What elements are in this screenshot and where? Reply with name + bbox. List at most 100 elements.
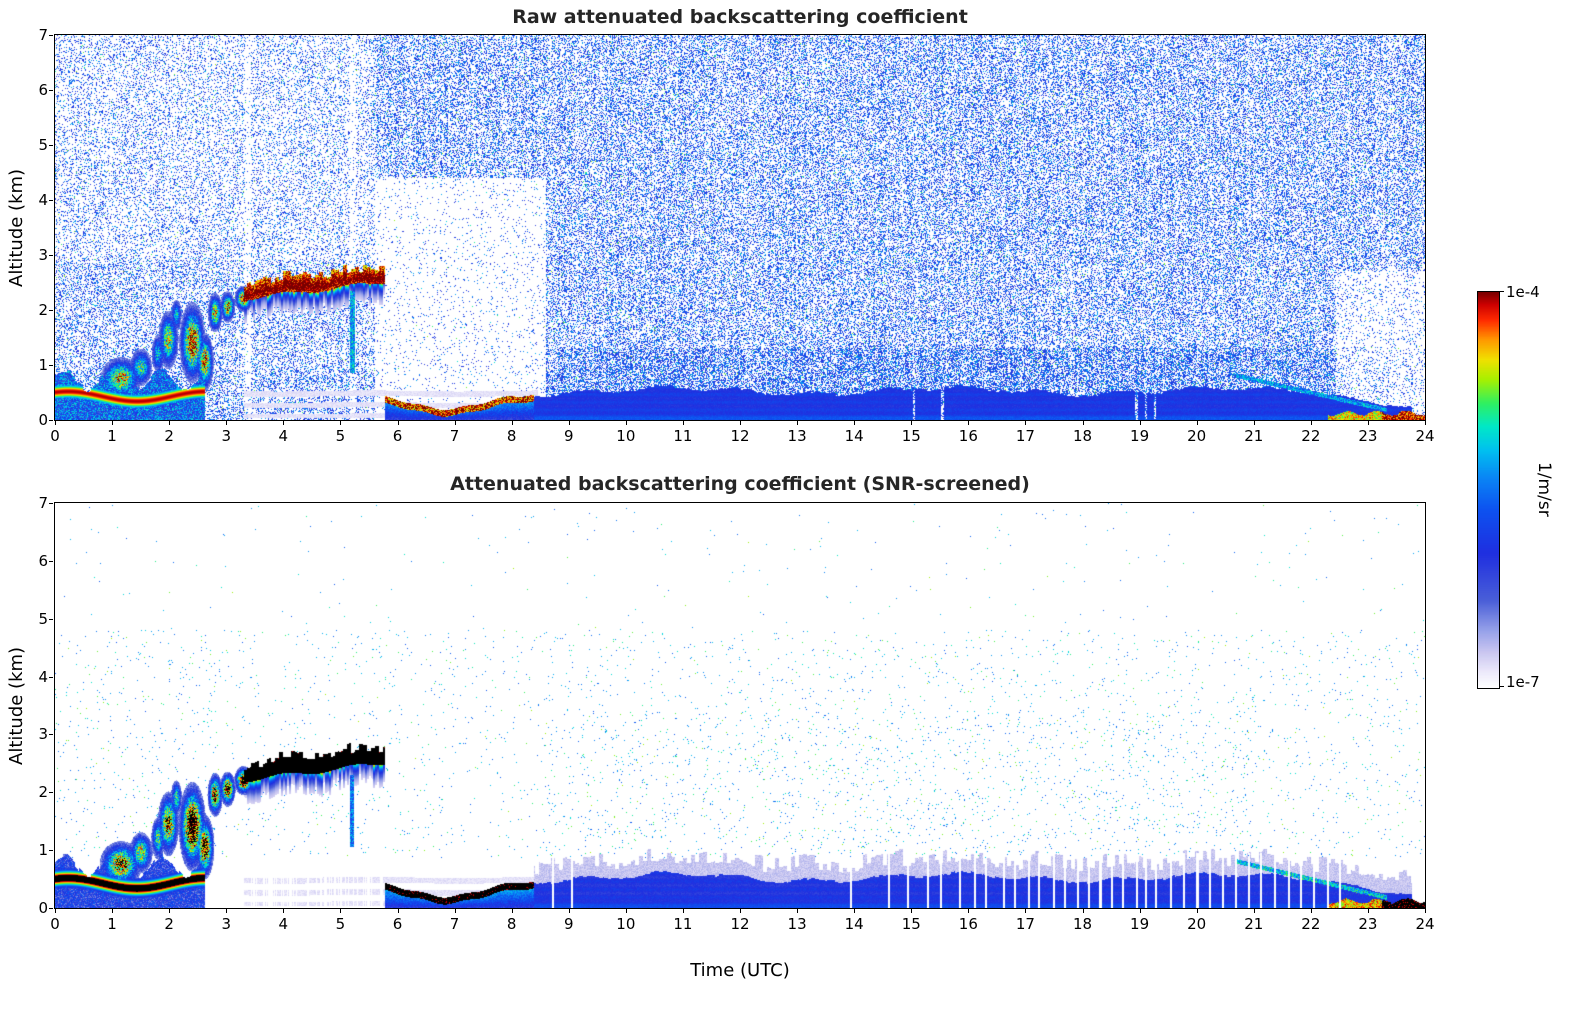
y-tick-mark <box>49 310 53 311</box>
x-tick-label: 23 <box>1358 427 1378 445</box>
y-tick-label: 2 <box>38 783 48 802</box>
x-tick-label: 11 <box>673 915 693 933</box>
x-tick-mark <box>1425 421 1426 425</box>
x-tick-mark <box>740 421 741 425</box>
x-tick-label: 18 <box>1072 427 1093 445</box>
x-tick-mark <box>112 909 113 913</box>
x-tick-label: 15 <box>901 427 921 445</box>
y-tick-label: 3 <box>38 725 48 744</box>
x-tick-label: 6 <box>392 915 403 933</box>
x-tick-mark <box>1368 909 1369 913</box>
x-tick-label: 16 <box>958 915 978 933</box>
y-tick-mark <box>49 908 53 909</box>
x-tick-mark <box>1254 909 1255 913</box>
x-tick-label: 19 <box>1130 427 1150 445</box>
colorbar-min-label: 1e-7 <box>1506 673 1540 691</box>
x-tick-mark <box>398 421 399 425</box>
x-tick-label: 22 <box>1301 427 1321 445</box>
x-tick-label: 3 <box>221 427 232 445</box>
x-tick-label: 9 <box>563 427 574 445</box>
x-tick-mark <box>1140 909 1141 913</box>
y-tick-label: 6 <box>38 81 48 99</box>
x-tick-label: 10 <box>616 427 636 445</box>
x-tick-mark <box>283 909 284 913</box>
x-tick-label: 2 <box>164 427 174 445</box>
x-tick-label: 21 <box>1244 915 1264 933</box>
x-tick-mark <box>911 421 912 425</box>
x-tick-mark <box>512 909 513 913</box>
x-tick-mark <box>1311 421 1312 425</box>
x-tick-label: 7 <box>449 427 460 445</box>
x-tick-mark <box>226 909 227 913</box>
x-tick-mark <box>169 909 170 913</box>
y-tick-mark <box>49 792 53 793</box>
x-tick-mark <box>1025 909 1026 913</box>
x-tick-label: 4 <box>278 915 289 933</box>
x-tick-label: 9 <box>563 915 574 933</box>
x-tick-label: 1 <box>107 915 117 933</box>
y-tick-label: 7 <box>38 26 48 44</box>
x-tick-label: 13 <box>787 427 807 445</box>
y-tick-label: 7 <box>38 494 48 512</box>
x-tick-mark <box>512 421 513 425</box>
x-tick-mark <box>1254 421 1255 425</box>
x-tick-mark <box>569 909 570 913</box>
x-tick-label: 17 <box>1015 427 1035 445</box>
x-tick-label: 6 <box>392 427 403 445</box>
x-tick-label: 4 <box>278 427 289 445</box>
y-tick-mark <box>49 850 53 851</box>
x-tick-mark <box>1083 421 1084 425</box>
x-tick-mark <box>226 421 227 425</box>
x-tick-label: 22 <box>1301 915 1321 933</box>
x-tick-mark <box>1025 421 1026 425</box>
x-tick-label: 0 <box>50 915 60 933</box>
x-tick-label: 2 <box>164 915 174 933</box>
x-tick-label: 16 <box>958 427 978 445</box>
x-tick-mark <box>340 909 341 913</box>
x-tick-label: 20 <box>1187 427 1207 445</box>
x-tick-mark <box>968 421 969 425</box>
y-tick-label: 2 <box>38 301 48 319</box>
y-tick-mark <box>49 677 53 678</box>
x-tick-mark <box>55 909 56 913</box>
x-tick-label: 10 <box>616 915 636 933</box>
colorbar-tick-max <box>1500 291 1504 292</box>
x-tick-label: 20 <box>1187 915 1207 933</box>
colorbar <box>1477 291 1500 689</box>
y-tick-mark <box>49 255 53 256</box>
x-tick-mark <box>1368 421 1369 425</box>
x-tick-mark <box>1140 421 1141 425</box>
x-tick-label: 14 <box>844 915 864 933</box>
x-tick-mark <box>1197 421 1198 425</box>
x-tick-mark <box>55 421 56 425</box>
x-tick-mark <box>1083 909 1084 913</box>
x-tick-mark <box>911 909 912 913</box>
x-tick-label: 1 <box>107 427 117 445</box>
x-tick-label: 3 <box>221 915 232 933</box>
y-tick-label: 0 <box>38 899 48 917</box>
panel2-title: Attenuated backscattering coefficient (S… <box>450 473 1030 495</box>
y-tick-label: 5 <box>38 609 48 628</box>
x-tick-mark <box>683 909 684 913</box>
x-tick-label: 15 <box>901 915 921 933</box>
x-tick-label: 24 <box>1415 427 1435 445</box>
x-tick-label: 7 <box>449 915 460 933</box>
y-tick-label: 1 <box>38 356 48 374</box>
colorbar-tick-min <box>1500 686 1504 687</box>
y-tick-label: 4 <box>38 667 48 686</box>
x-tick-mark <box>569 421 570 425</box>
x-tick-label: 5 <box>335 915 346 933</box>
x-tick-label: 13 <box>787 915 807 933</box>
y-tick-label: 5 <box>38 136 48 154</box>
y-tick-label: 1 <box>38 841 48 860</box>
x-tick-mark <box>968 909 969 913</box>
x-tick-mark <box>854 909 855 913</box>
x-tick-label: 14 <box>844 427 864 445</box>
y-tick-mark <box>49 503 53 504</box>
x-tick-mark <box>398 909 399 913</box>
y-tick-label: 0 <box>38 411 48 429</box>
y-tick-label: 3 <box>38 246 48 264</box>
colorbar-max-label: 1e-4 <box>1506 283 1540 301</box>
x-tick-label: 5 <box>335 427 346 445</box>
x-tick-mark <box>455 909 456 913</box>
